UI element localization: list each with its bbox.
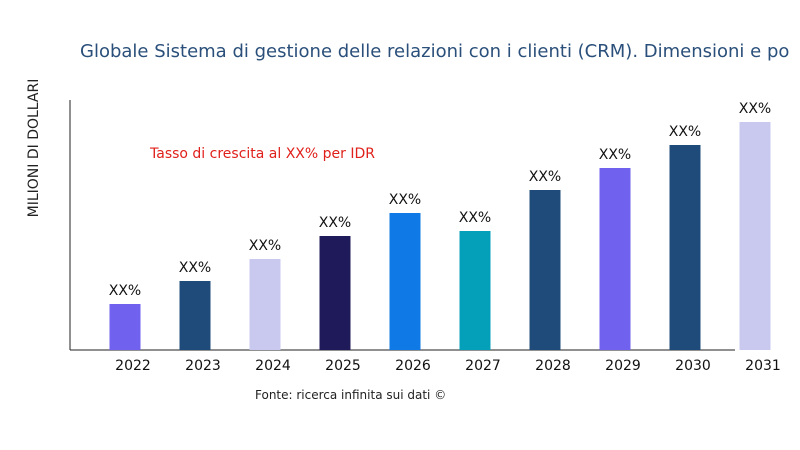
bar-2027: [459, 231, 491, 350]
x-tick-label-2030: 2030: [675, 358, 711, 374]
growth-annotation: Tasso di crescita al XX% per IDR: [150, 146, 375, 162]
chart-title: Globale Sistema di gestione delle relazi…: [80, 41, 790, 62]
source-note: Fonte: ricerca infinita sui dati ©: [255, 388, 447, 402]
data-label-2024: XX%: [249, 238, 281, 254]
data-label-2027: XX%: [459, 210, 491, 226]
data-label-2026: XX%: [389, 192, 421, 208]
x-tick-label-2025: 2025: [325, 358, 361, 374]
data-label-2022: XX%: [109, 283, 141, 299]
data-label-2023: XX%: [179, 260, 211, 276]
x-tick-label-2023: 2023: [185, 358, 221, 374]
x-tick-label-2026: 2026: [395, 358, 431, 374]
x-tick-label-2027: 2027: [465, 358, 501, 374]
bar-2028: [529, 190, 561, 350]
x-tick-label-2022: 2022: [115, 358, 151, 374]
bar-2031: [739, 122, 771, 350]
data-label-2031: XX%: [739, 101, 771, 117]
data-label-2030: XX%: [669, 124, 701, 140]
data-label-2029: XX%: [599, 147, 631, 163]
x-tick-label-2031: 2031: [745, 358, 781, 374]
data-label-2025: XX%: [319, 215, 351, 231]
bar-2026: [389, 213, 421, 350]
bar-2025: [319, 236, 351, 350]
bar-2023: [179, 281, 211, 350]
bar-2029: [599, 168, 631, 350]
x-tick-label-2028: 2028: [535, 358, 571, 374]
x-tick-label-2029: 2029: [605, 358, 641, 374]
bar-2022: [109, 304, 141, 350]
x-tick-label-2024: 2024: [255, 358, 291, 374]
data-label-2028: XX%: [529, 169, 561, 185]
bar-2024: [249, 259, 281, 350]
bar-2030: [669, 145, 701, 350]
